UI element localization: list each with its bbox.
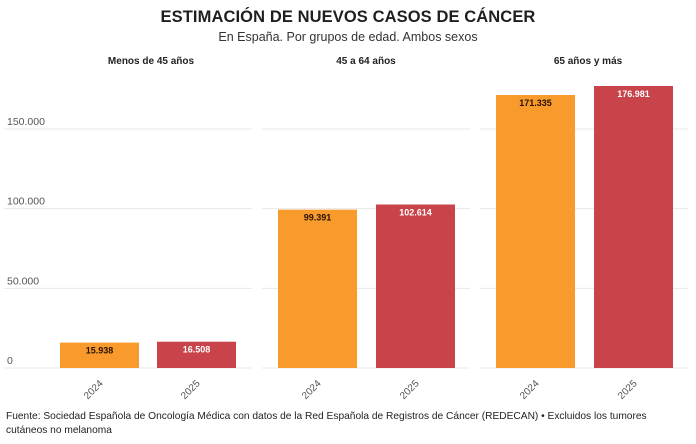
y-tick-label: 150.000 — [7, 116, 45, 128]
x-tick-label: 2024 — [300, 378, 324, 402]
source-note: Fuente: Sociedad Española de Oncología M… — [6, 411, 647, 436]
bar-value-label: 102.614 — [399, 208, 432, 218]
panel-title: Menos de 45 años — [108, 56, 195, 67]
bar-value-label: 15.938 — [86, 346, 114, 356]
panel-title: 65 años y más — [554, 56, 623, 67]
bar-value-label: 176.981 — [617, 89, 650, 99]
bar-2025 — [594, 86, 673, 368]
bar-value-label: 171.335 — [519, 98, 552, 108]
bar-value-label: 99.391 — [304, 213, 332, 223]
y-tick-label: 100.000 — [7, 196, 45, 208]
bar-value-label: 16.508 — [183, 345, 211, 355]
panel-title: 45 a 64 años — [336, 56, 396, 67]
x-tick-label: 2025 — [179, 378, 203, 402]
panel-1: Menos de 45 años 15.938 2024 16.508 2025 — [60, 56, 236, 402]
x-tick-label: 2024 — [82, 378, 106, 402]
panel-2: 45 a 64 años 99.391 2024 102.614 2025 — [278, 56, 455, 402]
y-tick-label: 50.000 — [7, 275, 39, 287]
bar-chart: 0 50.000 100.000 150.000 Menos de 45 años 15… — [4, 56, 688, 402]
panel-3: 65 años y más 171.335 2024 176.981 2025 — [496, 56, 673, 402]
chart-subtitle: En España. Por grupos de edad. Ambos sex… — [218, 30, 478, 44]
chart-title: ESTIMACIÓN DE NUEVOS CASOS DE CÁNCER — [160, 8, 536, 26]
bar-2025 — [157, 341, 236, 368]
y-axis-ticks: 0 50.000 100.000 150.000 — [7, 116, 45, 367]
x-tick-label: 2025 — [616, 378, 640, 402]
bar-2024 — [278, 209, 357, 368]
y-tick-label: 0 — [7, 355, 13, 367]
bar-2025 — [376, 204, 455, 368]
x-tick-label: 2025 — [398, 378, 422, 402]
bar-2024 — [496, 95, 575, 369]
bar-2024 — [60, 342, 139, 368]
x-tick-label: 2024 — [518, 378, 542, 402]
